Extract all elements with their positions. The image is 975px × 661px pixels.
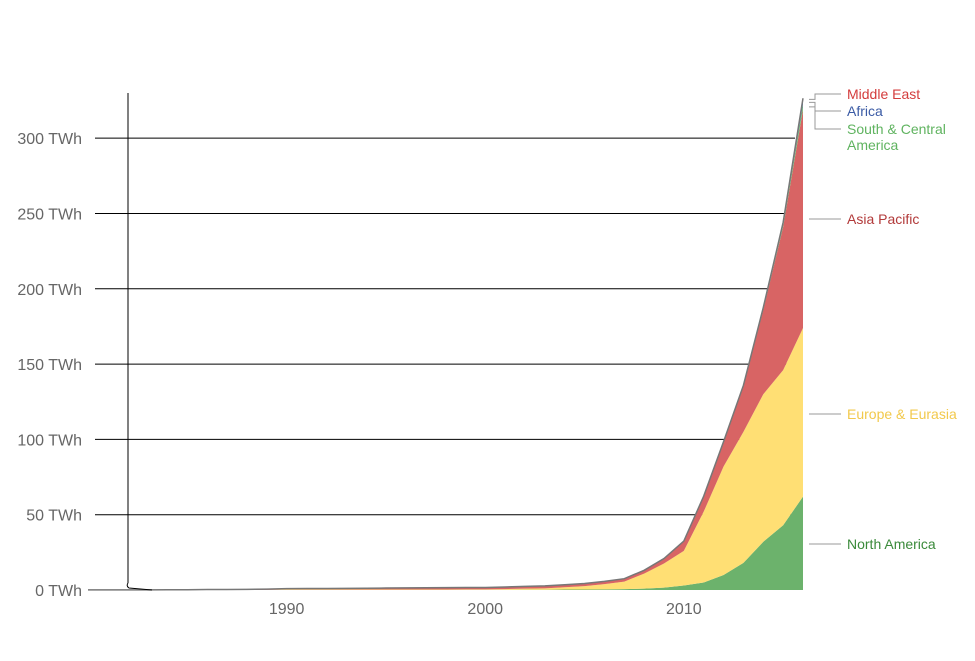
total-outline bbox=[88, 98, 804, 591]
y-tick-label: 300 TWh bbox=[17, 131, 82, 148]
area-series bbox=[88, 98, 803, 590]
y-tick-label: 50 TWh bbox=[26, 508, 82, 525]
legend-label: Europe & Eurasia bbox=[847, 406, 957, 422]
legend-label: North America bbox=[847, 536, 936, 552]
x-tick-label: 1990 bbox=[269, 601, 305, 618]
y-tick-label: 250 TWh bbox=[17, 206, 82, 223]
x-tick-label: 2000 bbox=[467, 601, 503, 618]
area-asia-pacific bbox=[88, 109, 803, 590]
y-tick-label: 150 TWh bbox=[17, 357, 82, 374]
y-tick-label: 200 TWh bbox=[17, 282, 82, 299]
legend-label: South & Central America bbox=[847, 121, 946, 153]
axes: 0 TWh 50 TWh 100 TWh 150 TWh 200 TWh 250 TWh 3… bbox=[17, 93, 702, 618]
legend: North America Europe & Eurasia Asia Pacifi… bbox=[809, 86, 957, 552]
area-outline bbox=[88, 98, 804, 591]
gridlines bbox=[95, 137, 795, 516]
y-tick-label: 100 TWh bbox=[17, 432, 82, 449]
x-tick-label: 2010 bbox=[666, 601, 702, 618]
area-north-america bbox=[88, 496, 803, 590]
legend-connector bbox=[809, 93, 841, 100]
legend-connector bbox=[809, 106, 841, 130]
legend-label: Asia Pacific bbox=[847, 211, 919, 227]
legend-label: Africa bbox=[847, 103, 883, 119]
axis-corner bbox=[126, 582, 153, 591]
legend-connector bbox=[809, 101, 841, 112]
legend-label: Middle East bbox=[847, 86, 920, 102]
y-tick-label: 0 TWh bbox=[35, 583, 82, 600]
area-europe-eurasia bbox=[88, 327, 803, 590]
